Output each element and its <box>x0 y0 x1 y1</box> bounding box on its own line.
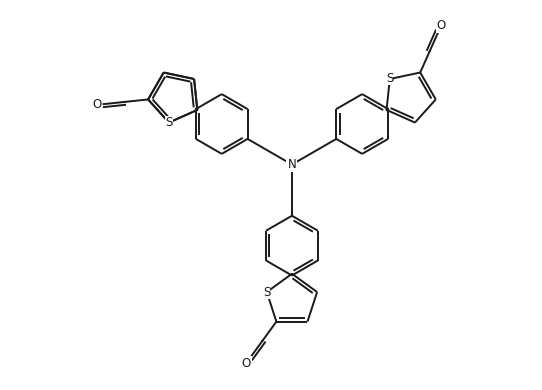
Text: S: S <box>165 116 172 129</box>
Text: O: O <box>436 19 446 32</box>
Text: S: S <box>386 73 393 85</box>
Text: O: O <box>93 98 102 111</box>
Text: S: S <box>263 285 270 299</box>
Text: N: N <box>288 158 296 171</box>
Text: S: S <box>165 116 172 129</box>
Text: O: O <box>242 356 251 370</box>
